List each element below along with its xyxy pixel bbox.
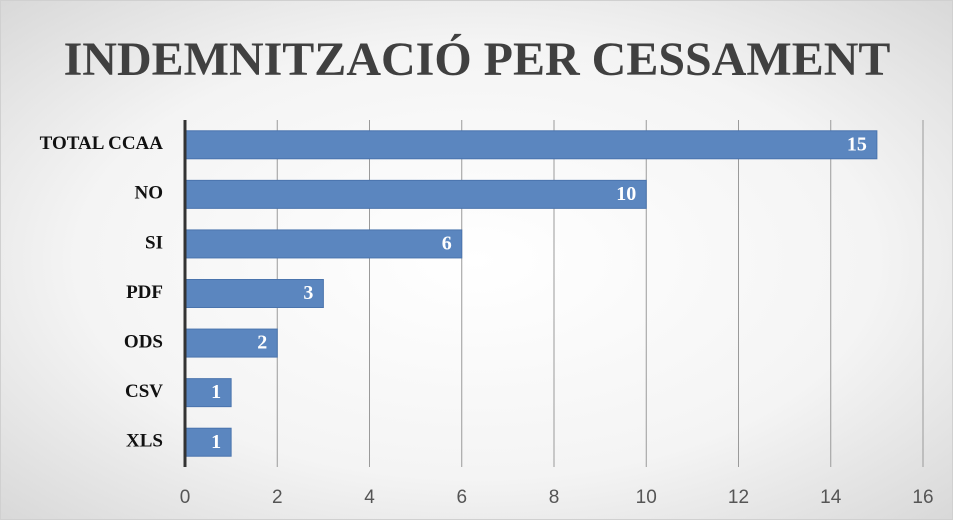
x-tick-label: 6 xyxy=(456,487,467,508)
y-tick-label: TOTAL CCAA xyxy=(40,133,164,154)
data-label: 2 xyxy=(257,332,267,354)
bar xyxy=(184,328,278,358)
y-tick-label: XLS xyxy=(126,431,163,452)
x-tick-label: 8 xyxy=(549,487,560,508)
x-tick-label: 12 xyxy=(728,487,749,508)
bar xyxy=(184,427,232,457)
data-label: 1 xyxy=(211,381,221,403)
x-tick-label: 14 xyxy=(820,487,842,508)
bar xyxy=(184,179,647,209)
data-label: 1 xyxy=(211,431,221,453)
x-tick-label: 0 xyxy=(180,487,191,508)
bar xyxy=(184,378,232,408)
y-tick-label: PDF xyxy=(126,282,163,303)
x-tick-label: 10 xyxy=(636,487,657,508)
data-label: 6 xyxy=(442,233,452,255)
y-tick-label: SI xyxy=(145,232,163,253)
y-tick-label: NO xyxy=(135,183,164,204)
y-tick-label: CSV xyxy=(125,381,163,402)
y-tick-label: ODS xyxy=(124,331,163,352)
data-label: 3 xyxy=(303,282,313,304)
data-label: 15 xyxy=(847,133,867,155)
data-label: 10 xyxy=(616,183,636,205)
bar xyxy=(184,229,463,259)
x-tick-label: 2 xyxy=(272,487,283,508)
x-tick-label: 16 xyxy=(912,487,933,508)
chart-title: INDEMNITZACIÓ PER CESSAMENT xyxy=(64,32,891,86)
x-tick-label: 4 xyxy=(364,487,375,508)
bar xyxy=(184,130,878,160)
